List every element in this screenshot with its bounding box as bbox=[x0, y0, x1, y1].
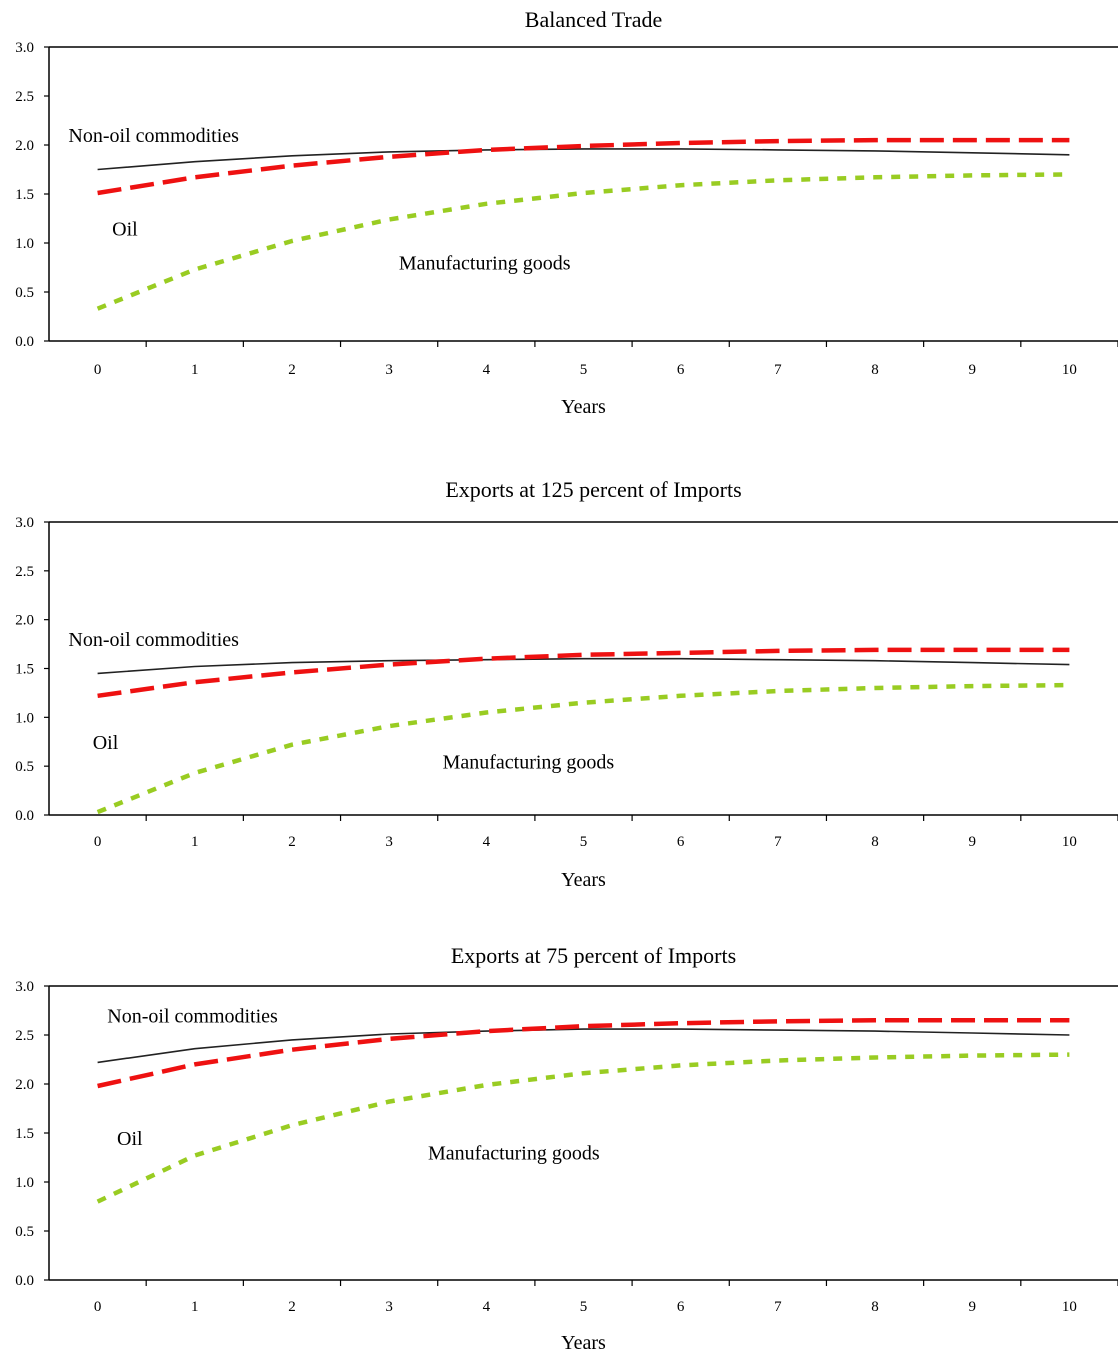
y-tick-label: 3.0 bbox=[15, 979, 34, 995]
x-tick-label: 6 bbox=[677, 834, 685, 850]
x-tick-label: 8 bbox=[871, 362, 879, 378]
x-tick-label: 7 bbox=[774, 362, 782, 378]
x-tick-label: 9 bbox=[968, 834, 976, 850]
oil-line bbox=[97, 137, 1070, 196]
chart-title: Balanced Trade bbox=[525, 7, 662, 32]
non-oil-commodities-line bbox=[97, 148, 1070, 171]
x-tick-label: 4 bbox=[483, 362, 491, 378]
x-tick-label: 2 bbox=[288, 1299, 296, 1315]
x-tick-label: 1 bbox=[191, 834, 199, 850]
x-tick-label: 6 bbox=[677, 362, 685, 378]
x-tick-label: 8 bbox=[871, 1299, 879, 1315]
chart-title: Exports at 125 percent of Imports bbox=[445, 477, 741, 502]
oil-line bbox=[97, 1018, 1070, 1089]
x-tick-label: 8 bbox=[871, 834, 879, 850]
x-tick-label: 7 bbox=[774, 1299, 782, 1315]
x-tick-label: 0 bbox=[94, 834, 102, 850]
series-annotation-1: Non-oil commodities bbox=[68, 125, 239, 147]
x-tick-label: 2 bbox=[288, 834, 296, 850]
manufacturing-goods-line bbox=[96, 1052, 1070, 1204]
non-oil-commodities-line bbox=[97, 657, 1070, 675]
y-tick-label: 0.5 bbox=[15, 1224, 34, 1240]
x-tick-label: 10 bbox=[1062, 834, 1077, 850]
y-tick-label: 2.5 bbox=[15, 564, 34, 580]
y-tick-label: 1.0 bbox=[15, 1175, 34, 1191]
y-tick-label: 0.0 bbox=[15, 334, 34, 350]
manufacturing-goods-line bbox=[96, 682, 1070, 815]
x-tick-label: 3 bbox=[385, 362, 393, 378]
y-tick-label: 0.0 bbox=[15, 808, 34, 824]
y-tick-label: 0.0 bbox=[15, 1273, 34, 1289]
series-annotation-1: Non-oil commodities bbox=[107, 1005, 278, 1027]
x-axis-title: Years bbox=[561, 869, 606, 891]
x-tick-label: 0 bbox=[94, 1299, 102, 1315]
y-tick-label: 1.5 bbox=[15, 662, 34, 678]
x-tick-label: 7 bbox=[774, 834, 782, 850]
y-tick-label: 1.5 bbox=[15, 1126, 34, 1142]
x-tick-label: 5 bbox=[580, 1299, 588, 1315]
x-tick-label: 0 bbox=[94, 362, 102, 378]
manufacturing-goods-line bbox=[96, 172, 1070, 311]
y-tick-label: 0.5 bbox=[15, 285, 34, 301]
x-tick-label: 3 bbox=[385, 834, 393, 850]
x-tick-label: 5 bbox=[580, 834, 588, 850]
series-annotation-2: Oil bbox=[117, 1128, 143, 1150]
x-tick-label: 10 bbox=[1062, 1299, 1077, 1315]
chart-title: Exports at 75 percent of Imports bbox=[451, 943, 736, 968]
x-tick-label: 3 bbox=[385, 1299, 393, 1315]
y-tick-label: 1.0 bbox=[15, 710, 34, 726]
chart-panel-3: Exports at 75 percent of Imports 0.0 0.5 1.… bbox=[15, 943, 1118, 1354]
y-tick-label: 2.5 bbox=[15, 89, 34, 105]
series-annotation-3: Manufacturing goods bbox=[399, 253, 571, 275]
x-tick-label: 9 bbox=[968, 362, 976, 378]
x-tick-label: 4 bbox=[483, 834, 491, 850]
y-tick-label: 1.0 bbox=[15, 236, 34, 252]
x-tick-label: 1 bbox=[191, 1299, 199, 1315]
oil-line bbox=[97, 647, 1070, 699]
y-tick-label: 1.5 bbox=[15, 187, 34, 203]
y-tick-label: 2.0 bbox=[15, 613, 34, 629]
y-tick-label: 0.5 bbox=[15, 759, 34, 775]
x-tick-label: 6 bbox=[677, 1299, 685, 1315]
series-annotation-2: Oil bbox=[93, 732, 119, 754]
x-axis-title: Years bbox=[561, 1332, 606, 1354]
y-tick-label: 2.0 bbox=[15, 1077, 34, 1093]
x-tick-label: 5 bbox=[580, 362, 588, 378]
series-annotation-1: Non-oil commodities bbox=[68, 629, 239, 651]
x-tick-label: 2 bbox=[288, 362, 296, 378]
y-tick-label: 2.5 bbox=[15, 1028, 34, 1044]
x-tick-label: 10 bbox=[1062, 362, 1077, 378]
x-tick-label: 9 bbox=[968, 1299, 976, 1315]
non-oil-commodities-line bbox=[97, 1028, 1070, 1064]
series-annotation-3: Manufacturing goods bbox=[428, 1143, 600, 1165]
series-annotation-3: Manufacturing goods bbox=[443, 751, 615, 773]
y-tick-label: 2.0 bbox=[15, 138, 34, 154]
x-tick-label: 4 bbox=[483, 1299, 491, 1315]
y-tick-label: 3.0 bbox=[15, 515, 34, 531]
series-annotation-2: Oil bbox=[112, 218, 138, 240]
x-tick-label: 1 bbox=[191, 362, 199, 378]
x-axis-title: Years bbox=[561, 396, 606, 418]
chart-panel-1: Balanced Trade 0.0 0.5 1.0 1.5 2.0 2.5 3.0 0 1 2 3 4… bbox=[15, 7, 1118, 418]
chart-panel-2: Exports at 125 percent of Imports 0.0 0.5 1… bbox=[15, 477, 1118, 891]
y-tick-label: 3.0 bbox=[15, 40, 34, 56]
